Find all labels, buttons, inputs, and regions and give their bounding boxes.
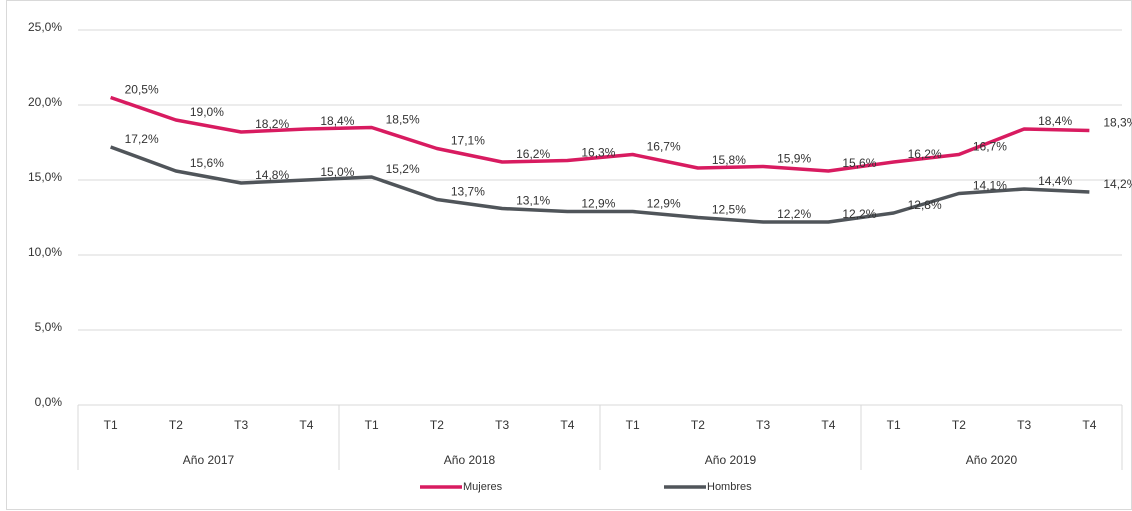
data-label: 18,3% bbox=[1103, 116, 1132, 130]
data-label: 16,7% bbox=[647, 140, 681, 154]
x-tick-label: T3 bbox=[495, 418, 509, 432]
x-tick-label: T4 bbox=[1082, 418, 1096, 432]
data-label: 12,2% bbox=[842, 207, 876, 221]
x-group-label: Año 2020 bbox=[966, 453, 1018, 467]
data-label: 16,3% bbox=[581, 146, 615, 160]
y-tick-label: 25,0% bbox=[28, 20, 62, 34]
x-group-label: Año 2017 bbox=[183, 453, 235, 467]
data-label: 15,9% bbox=[777, 152, 811, 166]
y-tick-label: 0,0% bbox=[35, 395, 63, 409]
data-label: 12,8% bbox=[908, 198, 942, 212]
x-group-label: Año 2018 bbox=[444, 453, 496, 467]
x-tick-label: T2 bbox=[691, 418, 705, 432]
data-label: 12,2% bbox=[777, 207, 811, 221]
data-label: 18,4% bbox=[320, 114, 354, 128]
legend-label: Hombres bbox=[707, 481, 752, 493]
y-tick-label: 10,0% bbox=[28, 245, 62, 259]
data-label: 14,1% bbox=[973, 179, 1007, 193]
data-label: 15,6% bbox=[190, 156, 224, 170]
data-label: 15,8% bbox=[712, 153, 746, 167]
y-tick-label: 20,0% bbox=[28, 95, 62, 109]
legend-label: Mujeres bbox=[463, 481, 503, 493]
data-label: 19,0% bbox=[190, 105, 224, 119]
x-tick-label: T4 bbox=[560, 418, 574, 432]
data-label: 16,2% bbox=[516, 147, 550, 161]
x-group-label: Año 2019 bbox=[705, 453, 757, 467]
data-label: 14,8% bbox=[255, 168, 289, 182]
x-tick-label: T2 bbox=[430, 418, 444, 432]
data-label: 12,9% bbox=[581, 197, 615, 211]
data-label: 20,5% bbox=[125, 83, 159, 97]
data-label: 15,0% bbox=[320, 165, 354, 179]
x-tick-label: T2 bbox=[952, 418, 966, 432]
x-tick-label: T4 bbox=[299, 418, 313, 432]
data-label: 18,4% bbox=[1038, 114, 1072, 128]
data-label: 18,2% bbox=[255, 117, 289, 131]
y-tick-label: 15,0% bbox=[28, 170, 62, 184]
series-line bbox=[110, 95, 1090, 173]
x-tick-label: T1 bbox=[626, 418, 640, 432]
x-tick-label: T3 bbox=[1017, 418, 1031, 432]
data-label: 18,5% bbox=[386, 113, 420, 127]
data-label: 14,2% bbox=[1103, 177, 1132, 191]
data-label: 12,5% bbox=[712, 203, 746, 217]
x-tick-label: T1 bbox=[887, 418, 901, 432]
data-label: 13,7% bbox=[451, 185, 485, 199]
data-label: 15,6% bbox=[842, 156, 876, 170]
x-tick-label: T1 bbox=[104, 418, 118, 432]
data-label: 13,1% bbox=[516, 194, 550, 208]
data-label: 17,1% bbox=[451, 134, 485, 148]
x-tick-label: T3 bbox=[234, 418, 248, 432]
data-label: 14,4% bbox=[1038, 174, 1072, 188]
x-tick-label: T3 bbox=[756, 418, 770, 432]
data-label: 12,9% bbox=[647, 197, 681, 211]
data-label: 16,2% bbox=[908, 147, 942, 161]
x-tick-label: T1 bbox=[365, 418, 379, 432]
x-tick-label: T4 bbox=[821, 418, 835, 432]
y-tick-label: 5,0% bbox=[35, 320, 63, 334]
data-label: 16,7% bbox=[973, 140, 1007, 154]
series-line bbox=[110, 145, 1090, 224]
data-label: 17,2% bbox=[125, 132, 159, 146]
data-label: 15,2% bbox=[386, 162, 420, 176]
x-tick-label: T2 bbox=[169, 418, 183, 432]
